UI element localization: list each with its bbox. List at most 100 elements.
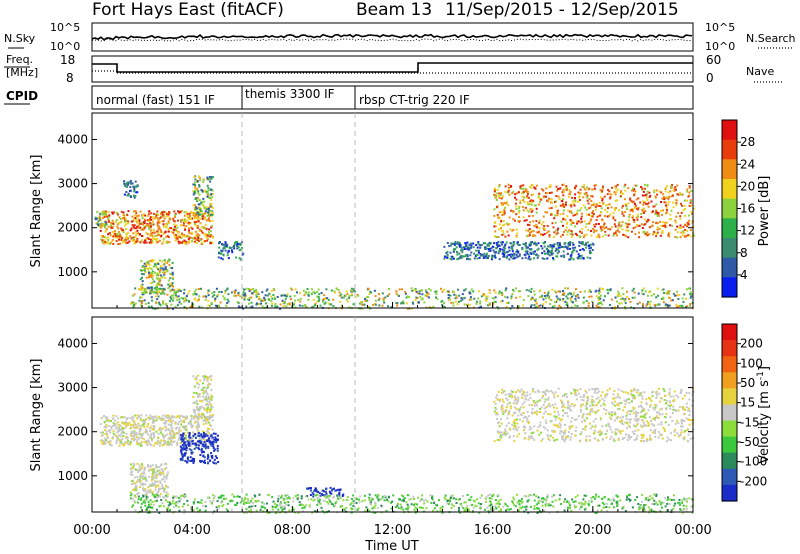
heatmap-cell: [603, 295, 606, 298]
heatmap-cell: [589, 206, 592, 209]
heatmap-cell: [104, 442, 107, 445]
heatmap-cell: [330, 289, 333, 292]
heatmap-cell: [530, 210, 533, 213]
heatmap-cell: [212, 236, 215, 239]
heatmap-cell: [123, 182, 126, 185]
heatmap-cell: [457, 288, 459, 291]
heatmap-cell: [195, 392, 198, 394]
heatmap-cell: [109, 431, 112, 434]
heatmap-cell: [131, 418, 134, 421]
heatmap-cell: [622, 204, 625, 207]
heatmap-cell: [181, 454, 184, 457]
heatmap-cell: [646, 203, 649, 206]
heatmap-cell: [531, 201, 534, 204]
heatmap-cell: [206, 418, 208, 421]
heatmap-cell: [226, 287, 229, 290]
heatmap-cell: [249, 306, 252, 309]
heatmap-cell: [111, 211, 114, 214]
heatmap-cell: [177, 438, 180, 441]
heatmap-cell: [404, 290, 407, 293]
heatmap-cell: [479, 506, 482, 509]
heatmap-cell: [160, 429, 163, 432]
heatmap-cell: [200, 201, 203, 204]
heatmap-cell: [199, 239, 202, 242]
heatmap-cell: [155, 441, 158, 444]
heatmap-cell: [384, 496, 387, 499]
heatmap-cell: [151, 258, 154, 261]
heatmap-cell: [168, 436, 171, 439]
heatmap-cell: [443, 496, 446, 499]
heatmap-cell: [198, 395, 201, 398]
heatmap-cell: [198, 207, 201, 210]
heatmap-cell: [655, 203, 658, 206]
heatmap-cell: [619, 295, 622, 297]
heatmap-cell: [202, 455, 205, 458]
heatmap-cell: [623, 211, 626, 213]
heatmap-cell: [501, 229, 504, 232]
heatmap-cell: [234, 503, 236, 506]
heatmap-cell: [675, 199, 678, 202]
heatmap-cell: [133, 242, 136, 245]
heatmap-cell: [291, 288, 293, 291]
heatmap-cell: [144, 488, 147, 491]
heatmap-cell: [136, 220, 139, 223]
heatmap-cell: [176, 291, 179, 294]
heatmap-cell: [457, 241, 460, 244]
colorbar-tick-label: 20: [740, 179, 755, 193]
heatmap-cell: [151, 299, 154, 302]
heatmap-cell: [350, 289, 353, 292]
heatmap-cell: [500, 241, 503, 244]
heatmap-cell: [211, 196, 214, 199]
heatmap-cell: [213, 449, 216, 452]
heatmap-cell: [173, 223, 176, 226]
heatmap-cell: [517, 290, 520, 293]
heatmap-cell: [201, 210, 203, 213]
heatmap-cell: [557, 227, 560, 230]
heatmap-cell: [550, 198, 553, 201]
heatmap-cell: [634, 204, 637, 207]
heatmap-cell: [412, 495, 415, 498]
heatmap-cell: [244, 296, 247, 299]
heatmap-cell: [145, 431, 148, 434]
heatmap-cell: [140, 285, 142, 288]
heatmap-cell: [586, 213, 589, 216]
heatmap-cell: [620, 302, 623, 305]
heatmap-cell: [153, 280, 156, 283]
heatmap-cell: [197, 386, 200, 389]
heatmap-cell: [153, 436, 155, 439]
heatmap-cell: [535, 302, 538, 305]
heatmap-cell: [543, 291, 546, 294]
heatmap-cell: [533, 242, 536, 245]
heatmap-cell: [159, 265, 162, 268]
heatmap-cell: [172, 277, 174, 280]
heatmap-cell: [475, 505, 478, 508]
heatmap-cell: [214, 304, 217, 307]
heatmap-cell: [276, 305, 279, 308]
heatmap-cell: [452, 301, 455, 304]
heatmap-cell: [159, 287, 161, 290]
heatmap-cell: [289, 497, 291, 500]
heatmap-cell: [558, 304, 561, 307]
heatmap-cell: [610, 206, 613, 209]
heatmap-cell: [137, 217, 140, 220]
heatmap-cell: [570, 212, 573, 215]
heatmap-cell: [165, 420, 168, 422]
heatmap-cell: [172, 297, 175, 300]
heatmap-cell: [171, 437, 174, 440]
heatmap-cell: [149, 435, 152, 438]
heatmap-cell: [131, 215, 134, 218]
heatmap-cell: [348, 295, 351, 297]
heatmap-cell: [526, 195, 529, 198]
heatmap-cell: [664, 221, 667, 224]
heatmap-cell: [647, 506, 650, 509]
heatmap-cell: [131, 182, 134, 185]
heatmap-cell: [187, 440, 190, 443]
date-range: 11/Sep/2015 - 12/Sep/2015: [445, 0, 679, 20]
heatmap-cell: [338, 493, 341, 496]
heatmap-cell: [452, 497, 455, 500]
heatmap-cell: [195, 206, 197, 209]
heatmap-cell: [132, 423, 135, 426]
heatmap-cell: [171, 271, 174, 274]
heatmap-cell: [373, 289, 376, 292]
heatmap-cell: [456, 258, 459, 261]
